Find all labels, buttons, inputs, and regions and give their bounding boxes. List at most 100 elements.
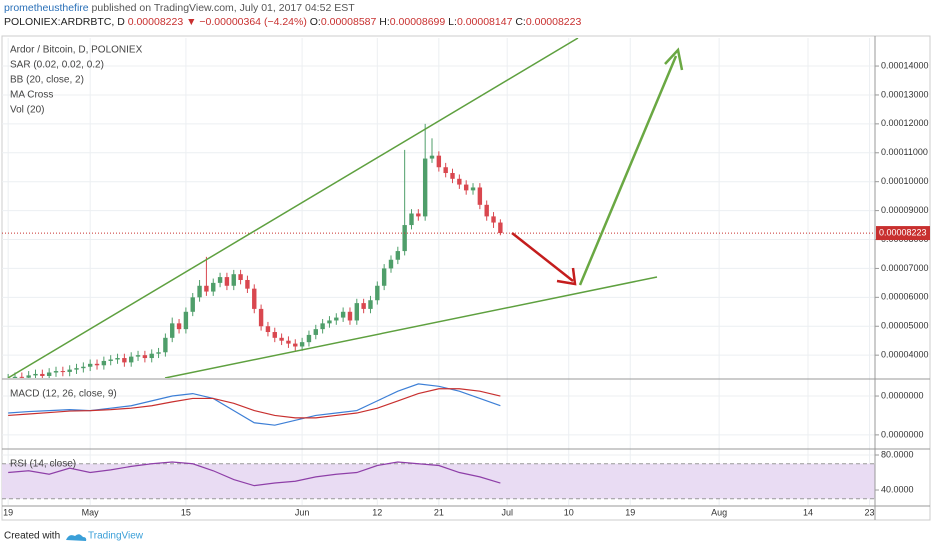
candle-body (340, 311, 346, 318)
candle-body (422, 158, 428, 217)
indicator: SAR (0.02, 0.02, 0.2) (10, 60, 104, 71)
candle-body (101, 360, 107, 366)
candle-body (286, 340, 291, 344)
candle-body (306, 334, 312, 343)
drawings (7, 38, 684, 378)
y-tick-label: 0.00006000 (881, 292, 929, 302)
x-tick-label: 23 (865, 507, 875, 517)
candle-body (149, 353, 154, 359)
candle-body (402, 225, 407, 252)
candle-body (156, 352, 161, 354)
x-tick-label: May (82, 507, 100, 517)
indicator-marks (2, 383, 875, 500)
l-value: 0.00008147 (456, 16, 513, 28)
y-tick-label: 80.0000 (881, 449, 914, 459)
y-tick-label: 0.00010000 (881, 176, 929, 186)
x-tick-label: 14 (803, 507, 813, 517)
candle-body (122, 358, 127, 363)
candle-body (190, 297, 195, 312)
y-tick-label: 40.0000 (881, 484, 914, 494)
x-tick-label: 15 (181, 507, 191, 517)
c-label: C: (515, 16, 526, 28)
candle-body (416, 213, 421, 217)
published: published on TradingView.com, July 01, 2… (88, 2, 355, 14)
upper-trendline (7, 38, 579, 378)
candle-body (74, 368, 79, 370)
candle-body (279, 337, 284, 341)
x-tick-label: 10 (564, 507, 574, 517)
candle-body (313, 329, 318, 335)
candle-body (327, 320, 332, 324)
y-tick-label: 0.00014000 (881, 60, 929, 70)
y-tick-label: 0.00012000 (881, 118, 929, 128)
c-value: 0.00008223 (525, 16, 582, 28)
candle-body (231, 274, 236, 286)
candle-body (334, 317, 339, 321)
indicator: MA Cross (10, 90, 53, 101)
h-label: H: (379, 16, 390, 28)
lower-trendline (164, 276, 658, 378)
candle-body (19, 376, 25, 378)
candle-body (183, 311, 189, 330)
y-tick-label: 0.0000000 (881, 429, 924, 439)
candle-body (12, 376, 18, 378)
down-arrow (511, 232, 574, 282)
brand[interactable]: TradingView (88, 531, 144, 542)
candle-body (26, 375, 31, 378)
candle-body (272, 332, 277, 338)
frame (1, 35, 931, 521)
candle-body (484, 204, 489, 217)
chart-title: Ardor / Bitcoin, D, POLONIEX (10, 45, 143, 56)
y-tick-label: 0.00005000 (881, 321, 929, 331)
candle-body (224, 277, 230, 286)
quote-line: POLONIEX:ARDRBTC, D 0.00008223 ▼ −0.0000… (4, 16, 581, 28)
candle-body (46, 372, 52, 376)
candle-body (67, 369, 72, 372)
candle-body (81, 366, 86, 369)
l-label: L: (448, 16, 457, 28)
candle-body (463, 184, 469, 191)
candle-body (443, 167, 448, 174)
candle-body (450, 173, 455, 179)
macd-title: MACD (12, 26, close, 9) (10, 389, 117, 400)
x-tick-label: 19 (3, 507, 13, 517)
candle-body (368, 300, 373, 309)
y-tick-label: 0.00011000 (881, 147, 928, 157)
last-price-label: 0.00008223 (879, 227, 927, 237)
candle-body (429, 155, 435, 159)
candle-body (60, 371, 66, 373)
candle-body (381, 268, 387, 286)
indicator: BB (20, close, 2) (10, 75, 84, 86)
x-tick-label: Aug (711, 507, 727, 517)
last-price-box (876, 226, 930, 241)
indicator: Vol (20) (10, 105, 44, 116)
candle-body (409, 213, 414, 226)
created-with: Created with (4, 531, 60, 542)
o-label: O: (309, 16, 321, 28)
publish-line: prometheusthefire published on TradingVi… (4, 2, 355, 14)
candle-body (142, 355, 148, 359)
candle-body (477, 187, 483, 205)
author[interactable]: prometheusthefire (4, 2, 89, 14)
candle-body (211, 282, 216, 292)
x-tick-label: 21 (434, 507, 444, 517)
rsi-band (2, 463, 875, 499)
candle-body (293, 343, 298, 347)
last-price: 0.00008223 (127, 16, 184, 28)
candle-body (163, 337, 168, 353)
price-marks (2, 123, 875, 378)
candle-body (170, 323, 175, 338)
y-tick-label: 0.00007000 (881, 263, 929, 273)
indicator-line (8, 461, 501, 487)
o-value: 0.00008587 (320, 16, 377, 28)
x-tick-label: Jun (295, 507, 310, 517)
up-arrowhead (664, 47, 684, 71)
candle-body (299, 342, 305, 347)
x-tick-label: 12 (372, 507, 382, 517)
rsi-title: RSI (14, close) (10, 459, 76, 470)
candle-body (395, 251, 401, 260)
candle-body (40, 373, 45, 376)
h-value: 0.00008699 (389, 16, 446, 28)
